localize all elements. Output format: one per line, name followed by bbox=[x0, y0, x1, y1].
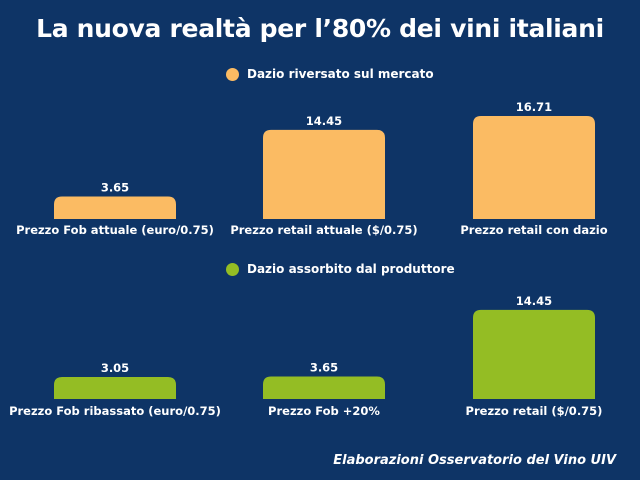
bar-0-1 bbox=[263, 129, 385, 219]
category-label-0-2: Prezzo retail con dazio bbox=[460, 223, 607, 237]
bar-1-0 bbox=[54, 377, 176, 399]
legend-green-swatch bbox=[226, 262, 239, 276]
category-label-1-1: Prezzo Fob +20% bbox=[268, 404, 380, 418]
bar-1-2 bbox=[473, 309, 595, 399]
legend-dazio-riversato: Dazio riversato sul mercato bbox=[226, 66, 434, 82]
page-title: La nuova realtà per l’80% dei vini itali… bbox=[36, 14, 604, 43]
category-label-0-0: Prezzo Fob attuale (euro/0.75) bbox=[16, 223, 214, 237]
source-note: Elaborazioni Osservatorio del Vino UIV bbox=[333, 453, 616, 468]
legend-dazio-assorbito: Dazio assorbito dal produttore bbox=[226, 261, 455, 277]
bar-1-1 bbox=[263, 376, 385, 399]
bar-value-label-1-1: 3.65 bbox=[310, 361, 338, 375]
legend-orange-swatch bbox=[226, 67, 239, 81]
bar-0-2 bbox=[473, 116, 595, 219]
bar-value-label-0-1: 14.45 bbox=[306, 114, 342, 128]
category-label-1-2: Prezzo retail ($/0.75) bbox=[466, 404, 603, 418]
legend-label-bottom: Dazio assorbito dal produttore bbox=[247, 262, 455, 276]
bar-value-label-0-0: 3.65 bbox=[101, 181, 129, 195]
category-label-1-0: Prezzo Fob ribassato (euro/0.75) bbox=[9, 404, 221, 418]
legend-label-top: Dazio riversato sul mercato bbox=[247, 67, 434, 81]
category-label-0-1: Prezzo retail attuale ($/0.75) bbox=[230, 223, 417, 237]
bar-value-label-0-2: 16.71 bbox=[516, 100, 552, 114]
bar-value-label-1-2: 14.45 bbox=[516, 294, 552, 308]
bar-value-label-1-0: 3.05 bbox=[101, 361, 129, 375]
bar-0-0 bbox=[54, 196, 176, 219]
